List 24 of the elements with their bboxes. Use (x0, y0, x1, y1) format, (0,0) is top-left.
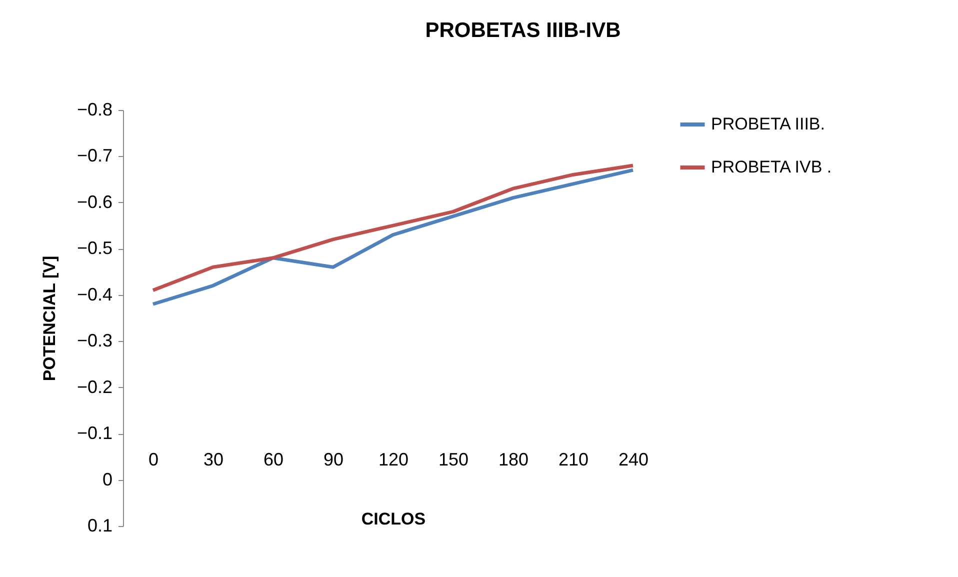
y-tick-label: 0.1 (87, 516, 112, 536)
x-tick-label: 240 (618, 450, 649, 470)
x-tick-label: 0 (148, 450, 159, 470)
y-tick-label: −0.1 (76, 423, 112, 444)
y-tick-label: −0.5 (76, 238, 112, 258)
x-tick-label: 150 (438, 450, 469, 470)
x-tick-label: 60 (263, 450, 284, 470)
y-tick-label: −0.6 (76, 192, 112, 212)
chart-title: PROBETAS IIIB-IVB (425, 19, 621, 42)
y-tick-label: −0.7 (76, 146, 112, 166)
y-tick-label: −0.3 (76, 330, 112, 351)
y-tick-label: −0.8 (76, 100, 112, 120)
x-tick-label: 30 (203, 450, 224, 470)
x-axis-title: CICLOS (361, 510, 426, 528)
x-tick-label: 210 (558, 450, 589, 470)
y-axis-title: POTENCIAL [V] (40, 256, 59, 382)
y-tick-label: −0.4 (76, 284, 112, 304)
x-tick-label: 120 (378, 450, 409, 470)
y-tick-label: 0 (102, 469, 112, 490)
x-tick-label: 90 (323, 450, 344, 470)
legend-label: PROBETA IVB . (711, 158, 832, 176)
y-tick-label: −0.2 (76, 376, 112, 397)
x-tick-label: 180 (498, 450, 529, 470)
legend-label: PROBETA IIIB. (711, 114, 825, 134)
